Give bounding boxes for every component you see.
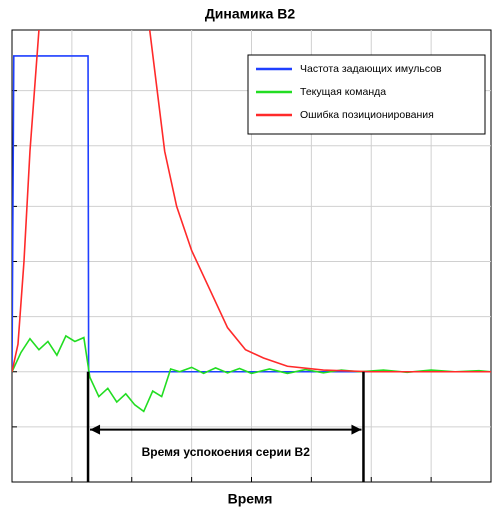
annotation: Время успокоения серии В2: [86, 371, 365, 482]
arrow-head: [90, 424, 101, 435]
x-axis-label: Время: [228, 491, 273, 507]
chart-title: Динамика В2: [205, 6, 296, 22]
lines: [12, 30, 491, 413]
series-line: [12, 55, 491, 373]
series-line: [12, 30, 491, 373]
legend-label: Частота задающих имульсов: [300, 63, 442, 75]
arrow-head: [351, 424, 362, 435]
legend: Частота задающих имульсов Текущая команда…: [247, 54, 486, 135]
legend-label: Текущая команда: [300, 86, 386, 98]
legend-label: Ошибка позиционирования: [300, 109, 434, 121]
annotation-text: Время успокоения серии В2: [142, 445, 311, 459]
